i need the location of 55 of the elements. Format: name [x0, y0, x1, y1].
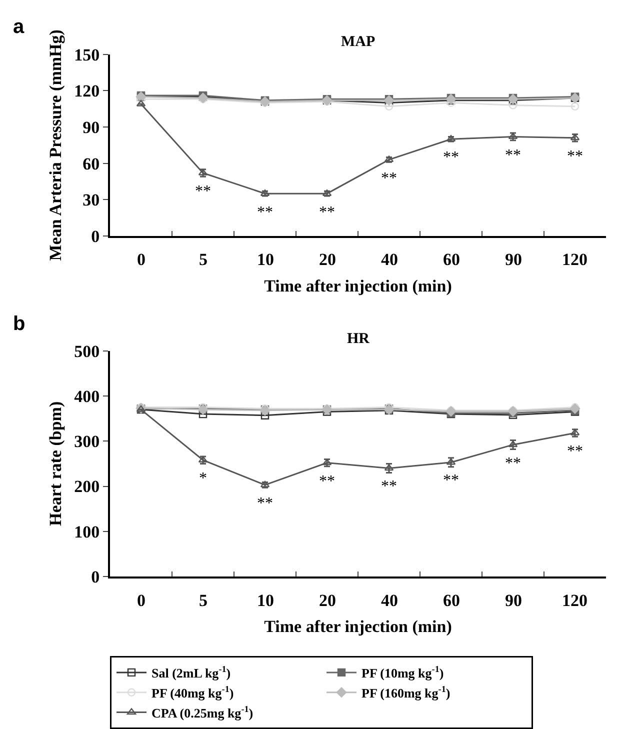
annotation: ** [567, 443, 583, 460]
annotation: ** [505, 147, 521, 164]
annotation: ** [319, 204, 335, 221]
chart-title: MAP [341, 34, 376, 50]
annotation: ** [257, 204, 273, 221]
x-tick-label: 0 [137, 250, 146, 269]
x-tick-label: 90 [505, 250, 522, 269]
y-tick-label: 90 [82, 118, 100, 137]
y-axis-title: Heart rate (bpm) [46, 401, 66, 526]
x-tick-label: 20 [319, 250, 336, 269]
x-tick-label: 20 [319, 591, 336, 610]
legend-label: Sal (2mL kg$^{-1}$) [152, 664, 231, 681]
x-tick-label: 10 [257, 591, 274, 610]
x-tick-label: 0 [137, 591, 146, 610]
y-tick-label: 400 [74, 386, 100, 406]
x-tick-label: 40 [381, 250, 398, 269]
y-tick-label: 100 [74, 522, 100, 542]
legend-label: PF (40mg kg$^{-1}$) [152, 684, 234, 700]
chart-title: HR [347, 331, 370, 347]
annotation: ** [381, 478, 397, 495]
y-axis-title: Mean Arteria Pressure (mmHg) [46, 30, 66, 261]
y-tick-label: 120 [74, 82, 100, 101]
annotation: ** [257, 495, 273, 512]
y-tick-label: 60 [82, 154, 100, 174]
annotation: ** [505, 455, 521, 472]
y-tick-label: 500 [74, 342, 100, 361]
x-tick-label: 90 [505, 591, 522, 610]
y-tick-label: 150 [74, 45, 100, 64]
x-tick-label: 120 [562, 250, 588, 269]
annotation: ** [195, 183, 211, 200]
annotation: ** [567, 148, 583, 165]
y-tick-label: 200 [74, 477, 100, 496]
text: a [13, 16, 25, 38]
annotation: * [199, 470, 207, 487]
y-tick-label: 30 [82, 190, 100, 210]
text: b [13, 313, 26, 335]
annotation: ** [443, 472, 459, 489]
y-tick-label: 0 [91, 226, 100, 246]
annotation: ** [443, 149, 459, 166]
annotation: ** [319, 473, 335, 490]
x-tick-label: 40 [381, 591, 398, 610]
legend-label: CPA (0.25mg kg$^{-1}$) [152, 704, 254, 720]
y-tick-label: 0 [91, 568, 100, 587]
x-tick-label: 10 [257, 250, 274, 269]
x-axis-title: Time after injection (min) [264, 616, 452, 636]
x-tick-label: 5 [199, 250, 208, 269]
x-axis-title: Time after injection (min) [264, 276, 452, 296]
x-tick-label: 60 [443, 250, 460, 269]
annotation: ** [381, 170, 397, 187]
x-tick-label: 5 [199, 591, 208, 610]
y-tick-label: 300 [74, 432, 100, 452]
legend-label: PF (10mg kg$^{-1}$) [362, 664, 444, 681]
legend-label: PF (160mg kg$^{-1}$) [362, 684, 450, 700]
x-tick-label: 60 [443, 591, 460, 610]
x-tick-label: 120 [562, 591, 588, 610]
